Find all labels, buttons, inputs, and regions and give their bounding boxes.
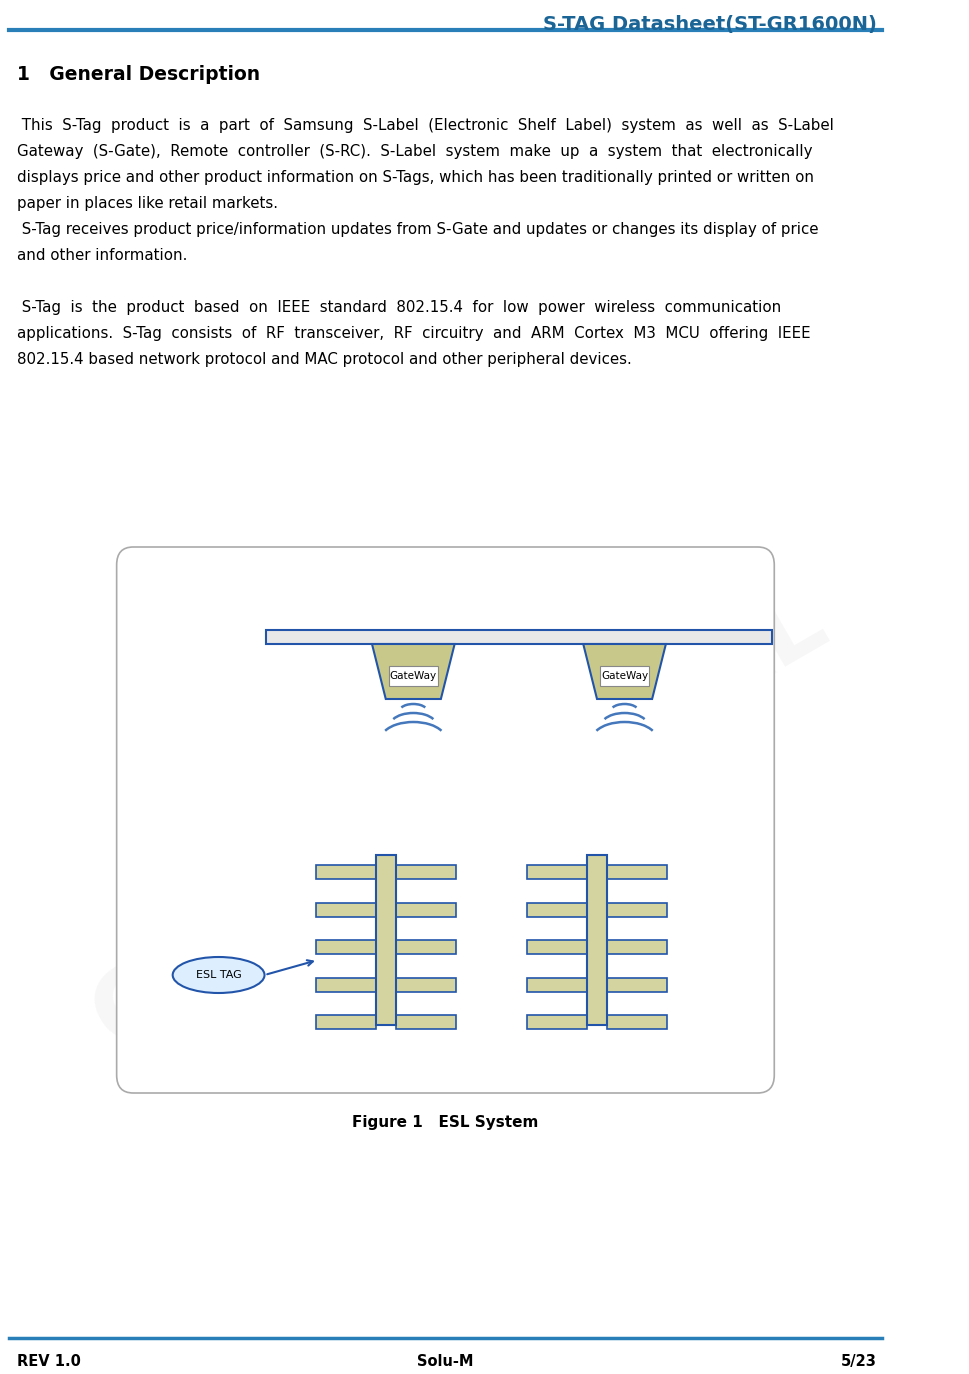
Text: applications.  S-Tag  consists  of  RF  transceiver,  RF  circuitry  and  ARM  C: applications. S-Tag consists of RF trans… <box>16 326 809 341</box>
Bar <box>316 866 375 879</box>
FancyBboxPatch shape <box>389 665 438 686</box>
Text: Gateway  (S-Gate),  Remote  controller  (S-RC).  S-Label  system  make  up  a  s: Gateway (S-Gate), Remote controller (S-R… <box>16 144 811 159</box>
Text: Figure 1   ESL System: Figure 1 ESL System <box>352 1114 538 1129</box>
Text: CONFIDENTIAL: CONFIDENTIAL <box>77 570 841 1069</box>
Text: This  S-Tag  product  is  a  part  of  Samsung  S-Label  (Electronic  Shelf  Lab: This S-Tag product is a part of Samsung … <box>16 118 832 133</box>
Polygon shape <box>582 644 665 699</box>
Text: 802.15.4 based network protocol and MAC protocol and other peripheral devices.: 802.15.4 based network protocol and MAC … <box>16 352 631 367</box>
Text: ESL TAG: ESL TAG <box>196 970 241 980</box>
Bar <box>375 855 395 1025</box>
Text: S-TAG Datasheet(ST-GR1600N): S-TAG Datasheet(ST-GR1600N) <box>543 15 876 34</box>
Text: GateWay: GateWay <box>601 671 647 680</box>
Bar <box>527 866 586 879</box>
Text: REV 1.0: REV 1.0 <box>16 1353 80 1369</box>
Bar <box>395 977 455 992</box>
FancyBboxPatch shape <box>116 547 773 1092</box>
Bar <box>527 1015 586 1029</box>
Bar <box>607 977 666 992</box>
Bar <box>607 866 666 879</box>
Text: S-Tag  is  the  product  based  on  IEEE  standard  802.15.4  for  low  power  w: S-Tag is the product based on IEEE stand… <box>16 300 780 315</box>
Text: GateWay: GateWay <box>390 671 436 680</box>
Text: displays price and other product information on S-Tags, which has been tradition: displays price and other product informa… <box>16 170 813 185</box>
Bar <box>607 903 666 916</box>
Bar <box>316 903 375 916</box>
Text: S-Tag receives product price/information updates from S-Gate and updates or chan: S-Tag receives product price/information… <box>16 223 817 236</box>
Bar <box>316 940 375 954</box>
Bar <box>607 940 666 954</box>
Bar <box>527 903 586 916</box>
Text: 1   General Description: 1 General Description <box>16 65 260 84</box>
Bar <box>316 977 375 992</box>
Bar <box>316 1015 375 1029</box>
Text: 5/23: 5/23 <box>840 1353 876 1369</box>
Bar <box>586 855 607 1025</box>
Bar <box>266 631 770 644</box>
Ellipse shape <box>172 958 265 993</box>
Bar <box>527 940 586 954</box>
Bar <box>395 903 455 916</box>
Text: and other information.: and other information. <box>16 247 187 262</box>
Bar <box>527 977 586 992</box>
Bar <box>607 1015 666 1029</box>
Bar <box>395 940 455 954</box>
Bar <box>395 866 455 879</box>
Polygon shape <box>371 644 454 699</box>
Text: Solu-M: Solu-M <box>417 1353 473 1369</box>
Text: paper in places like retail markets.: paper in places like retail markets. <box>16 196 277 212</box>
FancyBboxPatch shape <box>599 665 648 686</box>
Bar <box>395 1015 455 1029</box>
